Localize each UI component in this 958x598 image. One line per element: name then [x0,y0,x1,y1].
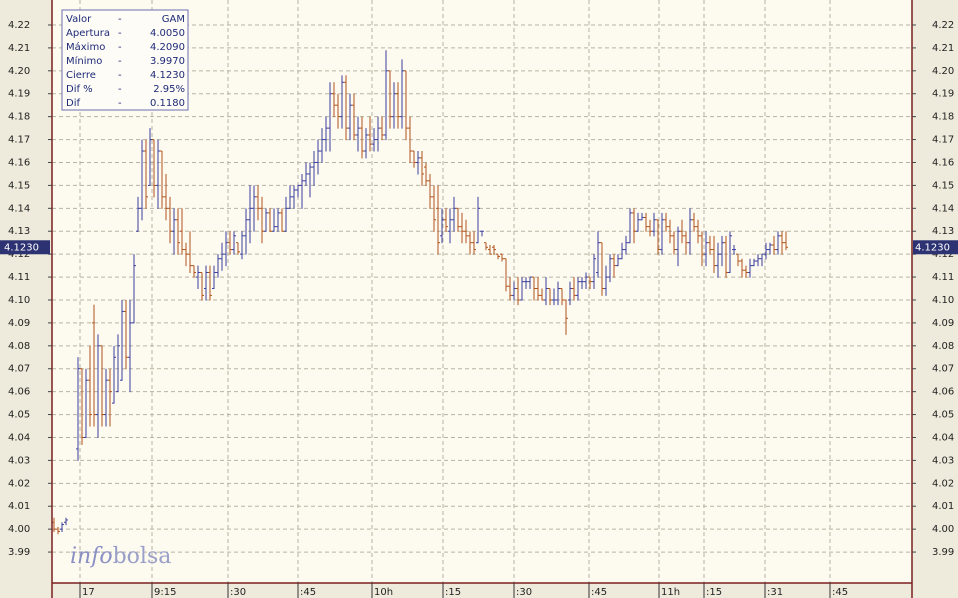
y2-tick-label: 4.00 [932,524,954,535]
x-tick-label: :45 [591,587,607,598]
x-tick-label: :15 [445,587,461,598]
y-tick-label: 4.22 [8,20,30,31]
info-value: 4.2090 [150,42,185,53]
y2-tick-label: 4.17 [932,135,954,146]
logo-bolsa: bolsa [113,544,172,569]
y-tick-label: 4.20 [8,66,30,77]
plot-area [52,0,912,583]
x-tick-label: :30 [230,587,246,598]
y-tick-label: 4.21 [8,43,30,54]
y-tick-label: 4.14 [8,203,30,214]
info-key: Apertura [66,28,110,39]
info-value: GAM [162,14,185,25]
y-tick-label: 4.08 [8,341,30,352]
y2-tick-label: 4.19 [932,89,954,100]
y2-tick-label: 3.99 [932,547,954,558]
y2-tick-label: 4.22 [932,20,954,31]
y-tick-label: 4.17 [8,135,30,146]
y2-tick-label: 4.06 [932,387,954,398]
y-tick-label: 4.07 [8,364,30,375]
y2-tick-label: 4.02 [932,478,954,489]
last-price-marker [0,240,50,255]
info-sep: - [118,84,122,95]
y2-tick-label: 4.10 [932,295,954,306]
y-tick-label: 4.12 [8,249,30,260]
grid [52,0,912,583]
x-tick-label: :31 [767,587,783,598]
y2-tick-label: 4.09 [932,318,954,329]
y-tick-label: 4.19 [8,89,30,100]
x-tick-label: :30 [516,587,532,598]
info-value: 3.9970 [150,56,185,67]
y-tick-label: 4.04 [8,432,30,443]
y-tick-label: 4.00 [8,524,30,535]
y2-tick-label: 4.12 [932,249,954,260]
y-tick-label: 4.09 [8,318,30,329]
info-sep: - [118,56,122,67]
bars [52,50,788,535]
y2-tick-label: 4.13 [932,226,954,237]
x-tick-label: :45 [300,587,316,598]
y-tick-label: 4.18 [8,112,30,123]
y-tick-label: 4.02 [8,478,30,489]
info-sep: - [118,98,122,109]
y2-tick-label: 4.03 [932,455,954,466]
info-value: 0.1180 [150,98,185,109]
x-tick-label: 10h [374,587,393,598]
y2-tick-label: 4.08 [932,341,954,352]
last-price-marker [913,240,958,255]
y-tick-label: 4.16 [8,157,30,168]
x-tick-label: 17 [82,587,95,598]
y2-tick-label: 4.07 [932,364,954,375]
y2-tick-label: 4.18 [932,112,954,123]
info-key: Dif [66,98,80,109]
info-key: Mínimo [66,55,102,67]
info-sep: - [118,28,122,39]
y-tick-label: 4.13 [8,226,30,237]
y-tick-label: 4.01 [8,501,30,512]
y-tick-label: 3.99 [8,547,30,558]
info-key: Dif % [66,84,93,95]
y-tick-label: 4.15 [8,180,30,191]
y2-tick-label: 4.01 [932,501,954,512]
info-value: 2.95% [153,84,185,95]
info-value: 4.0050 [150,28,185,39]
info-key: Máximo [66,41,105,53]
logo-info: info [70,544,113,569]
x-tick-label: 9:15 [154,587,176,598]
info-sep: - [118,70,122,81]
info-box-frame [61,9,189,111]
y-tick-label: 4.06 [8,387,30,398]
y-tick-label: 4.03 [8,455,30,466]
info-key: Valor [66,14,92,25]
info-sep: - [118,14,122,25]
last-price-label: 4.1230 [915,242,950,253]
info-sep: - [118,42,122,53]
y2-tick-label: 4.05 [932,410,954,421]
y-tick-label: 4.11 [8,272,30,283]
last-price-label: 4.1230 [4,242,39,253]
y2-tick-label: 4.14 [932,203,954,214]
x-tick-label: :45 [832,587,848,598]
y2-tick-label: 4.15 [932,180,954,191]
info-key: Cierre [66,70,96,81]
y2-tick-label: 4.11 [932,272,954,283]
x-tick-label: 11h [661,587,680,598]
y2-tick-label: 4.16 [932,157,954,168]
y-tick-label: 4.05 [8,410,30,421]
y2-tick-label: 4.04 [932,432,954,443]
y2-tick-label: 4.20 [932,66,954,77]
y-tick-label: 4.10 [8,295,30,306]
y2-tick-label: 4.21 [932,43,954,54]
x-tick-label: :15 [706,587,722,598]
info-value: 4.1230 [150,70,185,81]
logo: infobolsa [70,544,171,569]
